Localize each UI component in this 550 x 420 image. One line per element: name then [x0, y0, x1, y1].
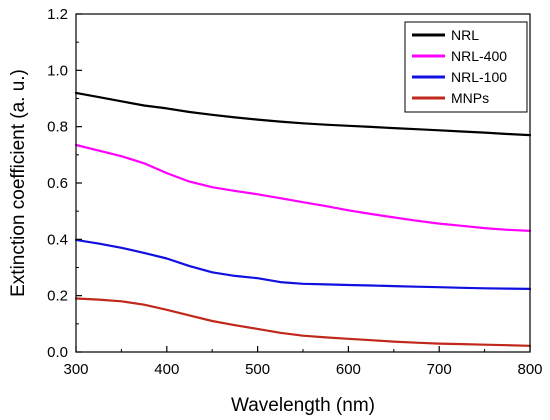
- legend: NRL NRL-400 NRL-100 MNPs: [404, 21, 528, 113]
- plot-lines: [74, 91, 532, 347]
- x-tick-label: 600: [336, 361, 361, 378]
- y-tick-label: 1.2: [47, 6, 68, 23]
- x-axis-title: Wavelength (nm): [231, 395, 375, 416]
- x-tick-label: 300: [63, 361, 88, 378]
- x-tick-label: 400: [154, 361, 179, 378]
- y-tick-label: 0.6: [47, 175, 68, 192]
- x-tick-label: 500: [245, 361, 270, 378]
- legend-label: NRL-400: [451, 48, 507, 64]
- series-line-nrl-400: [74, 143, 532, 232]
- series-line-mnps: [74, 297, 532, 347]
- series-line-nrl: [74, 91, 532, 137]
- legend-label: NRL: [451, 27, 479, 43]
- y-tick-label: 0.2: [47, 288, 68, 305]
- y-tick-label: 0.0: [47, 344, 68, 361]
- x-tick-label: 800: [517, 361, 542, 378]
- x-axis: 300 400 500 600 700 800: [63, 346, 543, 378]
- legend-label: NRL-100: [451, 69, 507, 85]
- x-tick-label: 700: [427, 361, 452, 378]
- y-tick-label: 0.8: [47, 119, 68, 136]
- y-tick-label: 1.0: [47, 62, 68, 79]
- legend-label: MNPs: [451, 90, 489, 106]
- y-axis-title: Extinction coefficient (a. u.): [8, 69, 29, 297]
- y-axis: 0.0 0.2 0.4 0.6 0.8 1.0 1.2: [47, 6, 82, 361]
- series-line-nrl-100: [74, 238, 532, 290]
- y-tick-label: 0.4: [47, 231, 68, 248]
